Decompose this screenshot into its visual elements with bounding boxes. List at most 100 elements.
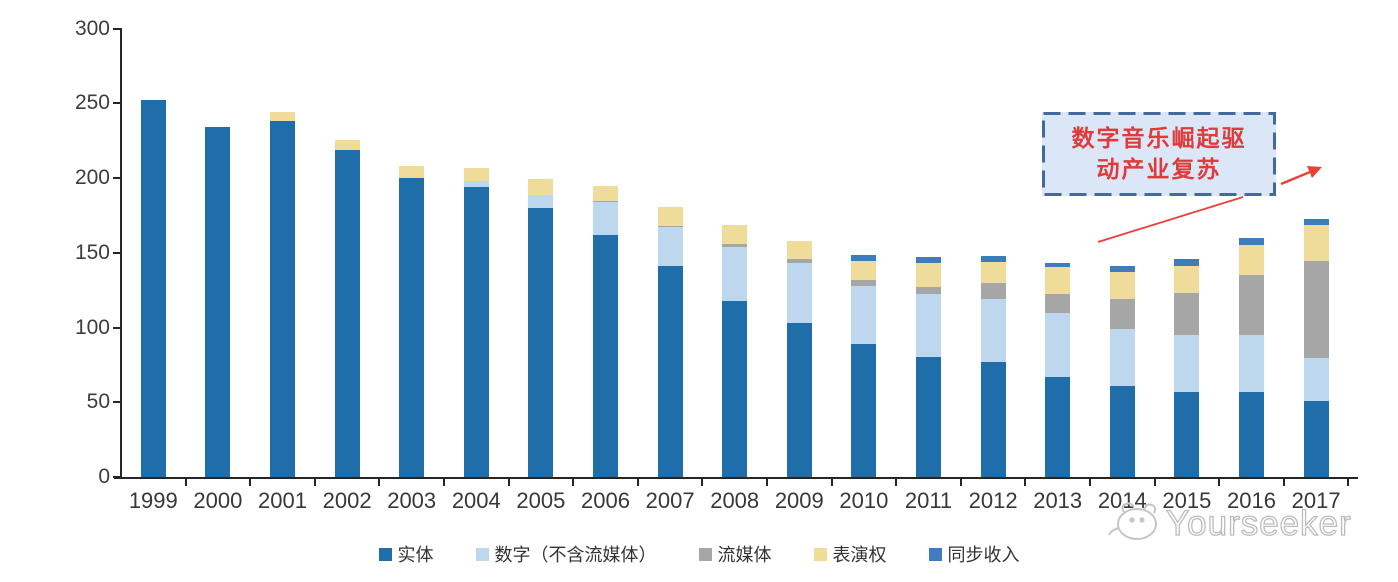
arrow-head — [1307, 166, 1322, 178]
segment-2011 — [916, 257, 941, 263]
x-axis-label: 2011 — [904, 488, 953, 513]
segment-2007 — [657, 226, 683, 227]
legend-label: 流媒体 — [717, 545, 772, 565]
segment-2000 — [205, 127, 231, 477]
segment-2016 — [1239, 238, 1264, 245]
arrow-shaft — [1280, 170, 1311, 186]
legend-swatch — [928, 547, 942, 561]
segment-2008 — [722, 301, 748, 477]
segment-2016 — [1239, 335, 1264, 392]
x-tick — [507, 479, 510, 486]
bar-2004 — [463, 168, 489, 477]
bar-2009 — [786, 241, 812, 477]
x-axis-label: 2010 — [839, 488, 889, 513]
annotation-box: 数字音乐崛起驱 动产业复苏 — [1042, 112, 1276, 196]
segment-2011 — [916, 287, 941, 294]
segment-2013 — [1045, 267, 1071, 294]
legend: 实体 数字（不含流媒体） 流媒体 表演权 同步收入 — [0, 541, 1398, 567]
x-axis-label: 2009 — [774, 488, 824, 513]
segment-2005 — [528, 208, 554, 477]
bar-2015 — [1174, 259, 1200, 477]
bar-2008 — [722, 225, 748, 477]
bar-2005 — [528, 179, 554, 477]
legend-swatch — [698, 547, 712, 561]
bar-2006 — [593, 186, 618, 477]
segment-2002 — [334, 150, 360, 477]
x-tick — [313, 479, 316, 486]
segment-2003 — [399, 178, 425, 477]
segment-2015 — [1174, 259, 1200, 266]
x-tick — [766, 479, 768, 486]
y-axis-label: 150 — [74, 240, 110, 264]
bar-2013 — [1045, 263, 1071, 477]
x-axis-label: 2013 — [1033, 488, 1083, 513]
segment-2014 — [1109, 299, 1135, 329]
segment-2005 — [528, 195, 554, 208]
x-axis-label: 2007 — [645, 488, 695, 513]
x-axis-label: 2002 — [322, 488, 372, 513]
segment-2008 — [722, 247, 748, 301]
segment-2004 — [463, 181, 489, 187]
segment-2013 — [1045, 294, 1071, 313]
bar-2000 — [205, 127, 231, 477]
x-axis-label: 2017 — [1291, 488, 1341, 513]
y-tick — [113, 102, 121, 105]
x-axis-label: 2016 — [1227, 488, 1276, 513]
segment-2009 — [786, 259, 812, 263]
x-tick — [443, 479, 445, 486]
segment-2014 — [1109, 272, 1135, 299]
legend-swatch — [475, 547, 489, 561]
watermark: Yourseeker — [1104, 498, 1352, 550]
legend-swatch — [813, 547, 827, 561]
segment-2007 — [657, 207, 683, 226]
segment-2010 — [851, 255, 877, 261]
segment-2005 — [528, 179, 554, 195]
y-tick — [113, 476, 121, 478]
x-tick — [1024, 479, 1027, 486]
x-axis-label: 2000 — [193, 488, 243, 513]
legend-swatch — [378, 547, 392, 561]
bar-2007 — [657, 207, 683, 477]
segment-2015 — [1174, 293, 1200, 335]
segment-2012 — [980, 299, 1006, 362]
annotation-text-line1: 数字音乐崛起驱 — [1071, 125, 1247, 151]
y-axis-label: 200 — [74, 166, 110, 189]
segment-2014 — [1109, 329, 1135, 386]
segment-2011 — [916, 263, 941, 287]
bar-1999 — [140, 100, 166, 477]
x-axis-label: 2012 — [968, 488, 1018, 513]
y-tick — [113, 251, 121, 254]
segment-2010 — [851, 280, 877, 286]
segment-2015 — [1174, 335, 1200, 392]
legend-item: 流媒体 — [698, 541, 772, 567]
x-tick — [636, 479, 639, 486]
segment-2007 — [657, 266, 683, 477]
bar-2002 — [334, 140, 360, 477]
segment-2017 — [1303, 225, 1329, 261]
segment-2003 — [399, 166, 425, 178]
segment-2014 — [1109, 386, 1135, 477]
x-axis-label: 2008 — [710, 488, 760, 513]
segment-2010 — [851, 286, 877, 344]
bar-2010 — [851, 255, 877, 477]
x-tick — [959, 479, 962, 486]
segment-2006 — [593, 235, 618, 477]
y-axis-line — [120, 28, 122, 479]
x-tick — [830, 479, 833, 486]
x-axis-label: 1999 — [128, 488, 178, 513]
y-axis-label: 100 — [74, 315, 110, 339]
y-tick — [113, 401, 121, 404]
x-axis-line — [114, 477, 1358, 479]
segment-2007 — [657, 227, 683, 266]
legend-label: 同步收入 — [947, 545, 1020, 565]
x-axis-label: 2006 — [581, 488, 630, 513]
segment-2004 — [463, 168, 489, 181]
y-axis-label: 50 — [86, 390, 110, 414]
segment-2017 — [1303, 261, 1329, 358]
legend-label: 实体 — [397, 545, 434, 565]
x-tick — [701, 479, 704, 486]
x-tick — [1218, 479, 1221, 486]
segment-2012 — [980, 262, 1006, 283]
segment-2001 — [270, 121, 295, 477]
